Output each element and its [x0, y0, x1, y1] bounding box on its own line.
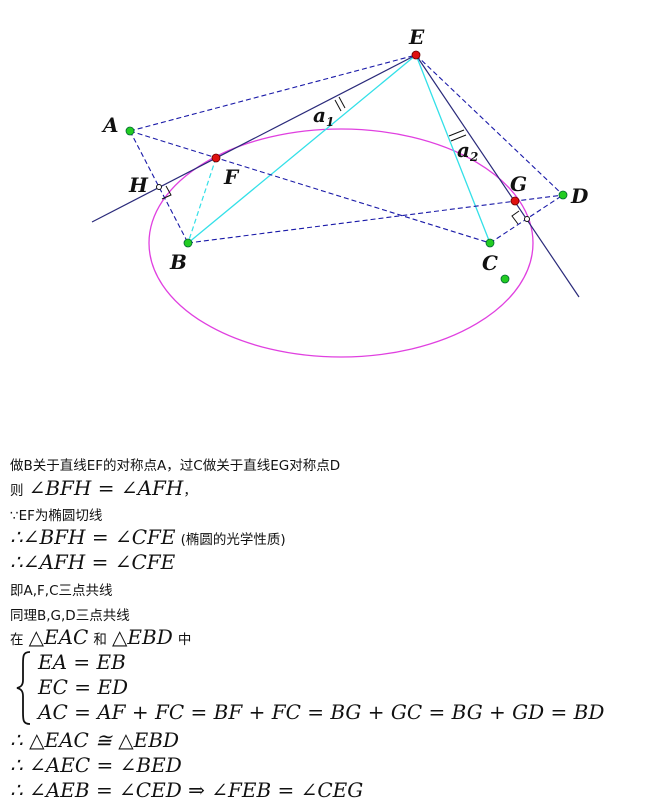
- system-brace: [16, 651, 31, 725]
- proof-line-8: 在 △EAC 和 △EBD 中: [10, 625, 191, 649]
- angle-mark-a1: [334, 96, 346, 112]
- proof-line-2-math: ∠BFH = ∠AFH: [28, 476, 184, 500]
- label-c: C: [482, 251, 498, 275]
- proof-line-4: ∴∠BFH = ∠CFE (椭圆的光学性质): [10, 525, 286, 549]
- system-line-2: EC = ED: [38, 675, 129, 699]
- proof-line-5-math: ∴∠AFH = ∠CFE: [10, 550, 176, 574]
- proof-line-7: 同理B,G,D三点共线: [10, 608, 130, 624]
- label-d: D: [570, 184, 589, 208]
- point-c: [485, 238, 495, 248]
- proof-line-6: 即A,F,C三点共线: [10, 583, 113, 599]
- proof-line-4-note: (椭圆的光学性质): [180, 532, 286, 548]
- label-a1: a1: [313, 103, 334, 129]
- label-h: H: [128, 173, 149, 197]
- point-a: [125, 126, 135, 136]
- label-a2: a2: [457, 138, 478, 164]
- system-line-3: AC = AF + FC = BF + FC = BG + GC = BG + …: [38, 700, 605, 724]
- ellipse: [148, 128, 534, 358]
- proof-line-2-suffix: ，: [183, 483, 197, 499]
- right-angle-mark-g: [511, 210, 520, 225]
- point-b: [183, 238, 193, 248]
- label-b: B: [169, 250, 187, 274]
- proof-line-2: 则 ∠BFH = ∠AFH，: [10, 476, 197, 500]
- proof-line-11: ∴ ∠AEC = ∠BED: [10, 753, 182, 777]
- foot-point-h: [156, 184, 162, 190]
- proof-line-8-prefix: 在: [10, 632, 24, 648]
- proof-line-8-suffix: 中: [177, 632, 192, 648]
- label-a: A: [101, 113, 119, 137]
- point-g: [510, 196, 520, 206]
- system-line-1: EA = EB: [38, 650, 126, 674]
- proof-line-8-middle: 和: [93, 632, 107, 648]
- foot-point-g: [524, 216, 530, 222]
- proof-line-3: ∵EF为椭圆切线: [10, 508, 103, 524]
- proof-line-8-math-1: △EAC: [28, 625, 89, 649]
- proof-line-10: ∴ △EAC ≅ △EBD: [10, 728, 179, 752]
- point-extra: [500, 274, 510, 284]
- angle-mark-a2: [448, 129, 467, 142]
- right-angle-mark-h: [161, 185, 172, 200]
- segment-eb: [187, 54, 417, 244]
- point-d: [558, 190, 568, 200]
- tangent-line-eg: [415, 54, 580, 298]
- tangent-line-ef: [91, 54, 417, 223]
- dashed-lines: [129, 54, 564, 244]
- point-f: [211, 153, 221, 163]
- proof-line-5: ∴∠AFH = ∠CFE: [10, 550, 175, 574]
- geometry-figure: E A H F B C G D a1 a2: [91, 25, 589, 358]
- label-e: E: [408, 25, 425, 49]
- segment-fb: [187, 157, 217, 244]
- proof-line-12: ∴ ∠AEB = ∠CED ⇒ ∠FEB = ∠CEG: [10, 778, 364, 802]
- label-f: F: [223, 165, 240, 189]
- proof-line-1: 做B关于直线EF的对称点A，过C做关于直线EG对称点D: [10, 458, 341, 474]
- proof-line-4-math: ∴∠BFH = ∠CFE: [10, 525, 176, 549]
- proof-line-2-prefix: 则: [10, 483, 24, 499]
- proof-line-8-math-2: △EBD: [112, 625, 173, 649]
- segment-ec: [415, 54, 491, 244]
- label-g: G: [510, 172, 527, 196]
- point-e: [411, 50, 421, 60]
